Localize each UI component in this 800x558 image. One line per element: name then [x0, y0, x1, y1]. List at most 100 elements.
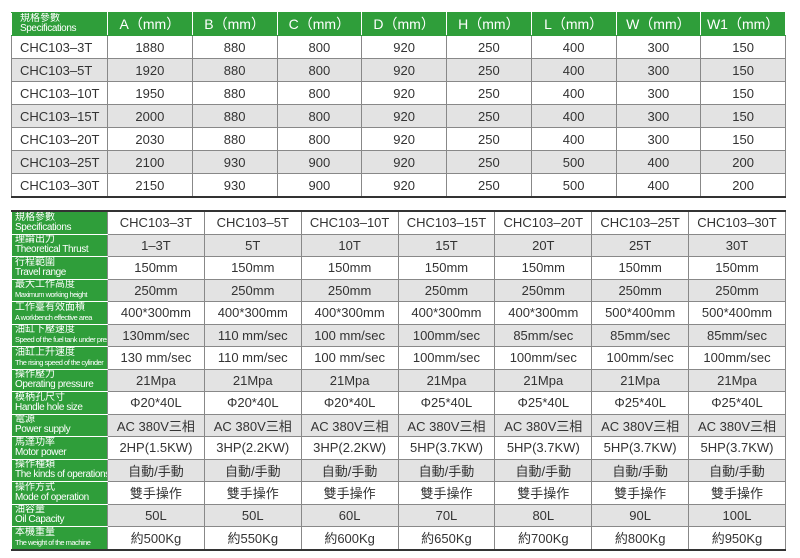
spec-label-cell: 行程範圍 Travel range [11, 256, 108, 280]
spec-value-cell: 150mm [688, 256, 786, 280]
spec-label-zh: 操作種類 [15, 459, 55, 471]
spec-value-cell: 21Mpa [494, 368, 593, 392]
spec-value-cell: 100mm/sec [494, 346, 593, 370]
spec-value-cell: AC 380V三相 [688, 413, 786, 437]
dimension-cell: 250 [446, 81, 532, 105]
dimension-cell: 1880 [107, 35, 193, 59]
spec-value-cell: 100 mm/sec [300, 346, 399, 370]
spec-value-cell: 60L [300, 503, 399, 527]
spec-value-cell: 150mm [203, 256, 302, 280]
table-row: CHC103–15T 2000 880 800 920 250 400 300 150 [11, 104, 786, 128]
dimension-cell: 2150 [107, 173, 193, 198]
dimension-cell: 400 [530, 127, 617, 151]
spec-value-cell: 15T [397, 233, 496, 257]
spec-value-cell: 25T [591, 233, 690, 257]
spec-label-zh: 工作臺有效面積 [15, 301, 85, 313]
spec-value-cell: 21Mpa [397, 368, 496, 392]
spec-value-cell: 雙手操作 [300, 481, 399, 505]
spec-row: 行程範圍 Travel range 150mm 150mm 150mm 150mm 150m… [11, 256, 786, 280]
spec-row: 本機重量 The weight of the machine 約500Kg 約550K… [11, 526, 786, 550]
spec-value-cell: 100mm/sec [591, 346, 690, 370]
spec-value-cell: 150mm [591, 256, 690, 280]
spec-value-cell: 400*300mm [300, 301, 399, 325]
column-header: L（mm） [530, 12, 617, 36]
spec-value-cell: 50L [203, 503, 302, 527]
spec-label-cell: 模柄孔尺寸 Handle hole size [11, 391, 108, 415]
spec-label-zh: 本機重量 [15, 526, 55, 538]
spec-value-cell: AC 380V三相 [397, 413, 496, 437]
dimension-cell: 930 [191, 150, 278, 174]
spec-value-cell: 自動/手動 [300, 458, 399, 482]
spec-value-cell: AC 380V三相 [300, 413, 399, 437]
column-header: C（mm） [276, 12, 363, 36]
spec-value-cell: AC 380V三相 [203, 413, 302, 437]
spec-value-cell: 21Mpa [107, 368, 205, 392]
spec-value-cell: CHC103–3T [107, 210, 205, 235]
dimension-cell: 400 [615, 173, 702, 198]
spec-label-cell: 本機重量 The weight of the machine [11, 526, 108, 550]
dimension-cell: 900 [276, 173, 363, 198]
spec-value-cell: Φ20*40L [300, 391, 399, 415]
spec-value-cell: 30T [688, 233, 786, 257]
spec-row: 規格參數 Specifications CHC103–3T CHC103–5T CHC1… [11, 210, 786, 235]
spec-value-cell: 約550Kg [203, 526, 302, 550]
table-row: CHC103–25T 2100 930 900 920 250 500 400 200 [11, 150, 786, 174]
dimension-cell: 250 [446, 150, 532, 174]
model-cell: CHC103–20T [11, 127, 108, 151]
spec-value-cell: CHC103–20T [494, 210, 593, 235]
spec-label-zh: 規格參數 [15, 211, 55, 223]
spec-value-cell: Φ25*40L [397, 391, 496, 415]
spec-value-cell: 500*400mm [688, 301, 786, 325]
spec-value-cell: 85mm/sec [591, 323, 690, 347]
spec-value-cell: 約650Kg [397, 526, 496, 550]
spec-label-en: Travel range [15, 266, 66, 278]
spec-value-cell: Φ25*40L [688, 391, 786, 415]
spec-label-en: The rising speed of the cylinder [15, 357, 104, 367]
dimensions-table: 規格參數 Specifications A（mm） B（mm） C（mm） D（mm） H（… [11, 12, 786, 198]
dimension-cell: 500 [530, 173, 617, 198]
spec-value-cell: 250mm [591, 278, 690, 302]
spec-value-cell: 3HP(2.2KW) [203, 436, 302, 460]
spec-row: 操作種類 The kinds of operations 自動/手動 自動/手動 自動/… [11, 458, 786, 482]
dimension-cell: 150 [700, 35, 786, 59]
spec-row: 操作壓力 Operating pressure 21Mpa 21Mpa 21Mpa 21M… [11, 368, 786, 392]
spec-value-cell: 21Mpa [591, 368, 690, 392]
spec-label-zh: 電源 [15, 414, 35, 426]
spec-value-cell: 雙手操作 [591, 481, 690, 505]
dimension-cell: 300 [615, 35, 702, 59]
spec-label-zh: 理論出力 [15, 234, 55, 246]
spec-label-cell: 操作種類 The kinds of operations [11, 458, 108, 482]
spec-value-cell: 90L [591, 503, 690, 527]
table-row: CHC103–20T 2030 880 800 920 250 400 300 150 [11, 127, 786, 151]
specifications-table: 規格參數 Specifications CHC103–3T CHC103–5T CHC1… [11, 210, 786, 551]
spec-label-cell: 工作臺有效面積 A workbench effective area [11, 301, 108, 325]
dimension-cell: 920 [361, 81, 447, 105]
spec-value-cell: 雙手操作 [203, 481, 302, 505]
model-cell: CHC103–25T [11, 150, 108, 174]
spec-value-cell: 20T [494, 233, 593, 257]
dimension-cell: 800 [276, 104, 363, 128]
spec-value-cell: 1–3T [107, 233, 205, 257]
spec-label-en: Maximum working height [15, 290, 87, 300]
spec-label-en: Power supply [15, 424, 71, 436]
header-label-cell: 規格參數 Specifications [11, 12, 108, 36]
spec-label-cell: 油缸上升速度 The rising speed of the cylinder [11, 346, 108, 370]
spec-value-cell: 自動/手動 [688, 458, 786, 482]
table-row: CHC103–3T 1880 880 800 920 250 400 300 150 [11, 35, 786, 59]
dimension-cell: 250 [446, 35, 532, 59]
spec-value-cell: CHC103–30T [688, 210, 786, 235]
dimension-cell: 150 [700, 58, 786, 82]
spec-row: 油缸上升速度 The rising speed of the cylinder 13… [11, 346, 786, 370]
dimension-cell: 800 [276, 127, 363, 151]
spec-label-cell: 操作方式 Mode of operation [11, 481, 108, 505]
spec-value-cell: AC 380V三相 [494, 413, 593, 437]
spec-label-zh: 行程範圍 [15, 256, 55, 268]
spec-label-en: Oil Capacity [15, 514, 65, 526]
column-header: B（mm） [191, 12, 278, 36]
spec-value-cell: 100mm/sec [688, 346, 786, 370]
header-label-zh: 規格參數 [20, 13, 60, 24]
spec-value-cell: 150mm [494, 256, 593, 280]
spec-value-cell: 雙手操作 [688, 481, 786, 505]
spec-value-cell: 250mm [494, 278, 593, 302]
